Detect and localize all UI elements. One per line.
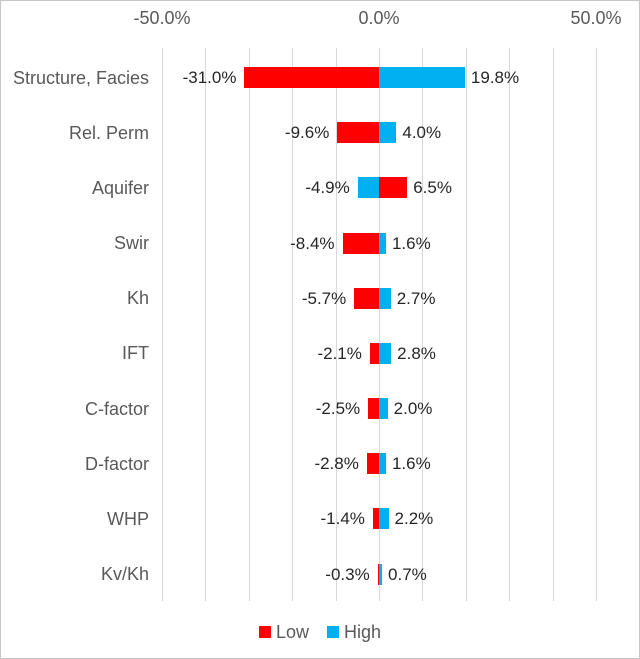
low-value-label: -0.3% [325,564,370,584]
legend: Low High [1,620,639,644]
gridline [335,48,337,601]
gridline [509,48,511,601]
legend-high-label: High [344,621,382,642]
low-bar [369,342,379,364]
high-value-label: 1.6% [391,233,431,253]
low-value-label: -5.7% [301,288,347,308]
category-label: WHP [107,508,149,529]
category-label: IFT [122,343,149,364]
high-value-label: 4.0% [402,123,442,143]
low-value-label: -9.6% [284,123,330,143]
high-bar [379,398,388,420]
low-bar [368,398,379,420]
x-axis-tick-label: -50.0% [133,8,191,28]
gridline [162,48,163,601]
low-value-label: -2.1% [317,343,362,363]
low-bar [366,453,379,475]
gridline [205,48,207,601]
low-value-label: -1.4% [320,509,365,529]
high-value-label: 2.8% [397,343,436,363]
low-bar [342,232,379,254]
legend-high-swatch-icon [327,626,339,638]
high-value-label: -4.9% [305,178,350,198]
category-label: Swir [114,233,149,253]
gridline [552,48,554,601]
low-bar [354,287,379,309]
high-bar [357,177,379,199]
high-bar [379,453,386,475]
low-bar [372,508,379,530]
high-bar [379,67,465,88]
category-label: Structure, Facies [12,67,149,88]
high-bar [379,232,386,254]
low-bar [379,177,408,199]
gridline [596,48,597,601]
x-axis-tick-label: 0.0% [358,8,400,28]
category-label: Kh [126,288,149,309]
x-axis: -50.0% 0.0% 50.0% [1,1,639,47]
low-value-label: 6.5% [413,178,452,198]
high-value-label: 19.8% [470,68,520,87]
low-value-label: -8.4% [290,233,335,253]
legend-low-swatch-icon [258,626,271,638]
gridline [248,48,250,601]
low-value-label: -2.5% [315,399,361,419]
gridline [422,48,424,601]
high-bar [379,287,391,309]
high-bar [379,122,397,144]
legend-low-label: Low [275,621,309,642]
category-label: C-factor [84,398,149,419]
high-bar [379,563,383,585]
x-axis-tick-label: 50.0% [570,8,622,28]
high-value-label: 1.6% [391,454,431,474]
category-label: D-factor [84,453,149,474]
low-bar [337,122,379,144]
high-value-label: 2.0% [393,399,433,419]
gridline [465,48,467,601]
high-value-label: 2.2% [394,509,434,529]
high-value-label: 2.7% [396,288,436,308]
category-label: Kv/Kh [100,564,149,585]
category-label: Rel. Perm [68,122,149,143]
high-value-label: 0.7% [388,564,427,584]
low-value-label: -31.0% [182,68,237,87]
gridline [379,48,380,601]
low-bar [244,67,379,88]
legend-item-high: High [327,622,381,643]
high-bar [379,342,392,364]
low-bar [377,563,379,585]
high-bar [379,508,389,530]
legend-item-low: Low [258,621,309,643]
category-label: Aquifer [91,177,149,198]
low-value-label: -2.8% [314,454,359,474]
gridline [292,48,294,601]
